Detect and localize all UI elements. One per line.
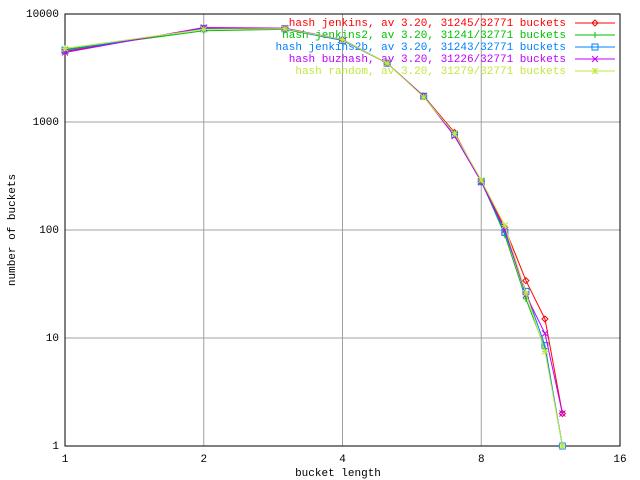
marker <box>420 93 428 101</box>
marker <box>591 43 599 51</box>
x-tick-label: 1 <box>62 454 69 466</box>
x-tick-label: 16 <box>613 454 626 466</box>
marker <box>591 67 599 75</box>
legend-label: hash random, av 3.20, 31279/32771 bucket… <box>295 66 566 78</box>
marker <box>451 130 458 138</box>
series-line <box>64 28 563 447</box>
x-tick-label: 2 <box>200 454 207 466</box>
y-axis-label: number of buckets <box>7 174 19 286</box>
marker <box>281 25 289 33</box>
legend-label: hash jenkins2b, av 3.20, 31243/32771 buc… <box>276 42 566 54</box>
marker <box>559 442 566 450</box>
marker <box>558 442 566 450</box>
legend-label: hash buzhash, av 3.20, 31226/32771 bucke… <box>289 54 566 66</box>
marker <box>339 36 346 44</box>
marker <box>522 289 530 297</box>
marker <box>477 176 485 184</box>
marker <box>281 25 289 33</box>
marker <box>200 26 208 33</box>
marker <box>541 315 549 323</box>
marker <box>592 32 598 38</box>
marker <box>451 130 459 138</box>
y-tick-label: 1000 <box>33 117 59 129</box>
marker <box>383 59 391 67</box>
marker <box>558 409 567 418</box>
marker <box>501 222 509 229</box>
y-tick-label: 1 <box>52 441 59 453</box>
y-tick-label: 10 <box>46 333 59 345</box>
legend-label: hash jenkins2, av 3.20, 31241/32771 buck… <box>282 30 566 42</box>
y-tick-label: 10000 <box>26 9 59 21</box>
marker <box>339 36 346 43</box>
y-tick-label: 100 <box>39 225 59 237</box>
marker <box>591 55 599 63</box>
legend-label: hash jenkins, av 3.20, 31245/32771 bucke… <box>289 18 566 30</box>
x-tick-label: 4 <box>339 454 346 466</box>
marker <box>522 276 530 285</box>
marker <box>559 410 566 417</box>
marker <box>61 45 69 52</box>
marker <box>591 19 599 27</box>
marker <box>541 330 549 337</box>
x-tick-label: 8 <box>478 454 485 466</box>
marker <box>541 348 549 355</box>
plot-frame <box>64 13 621 447</box>
x-axis-label: bucket length <box>295 468 381 480</box>
